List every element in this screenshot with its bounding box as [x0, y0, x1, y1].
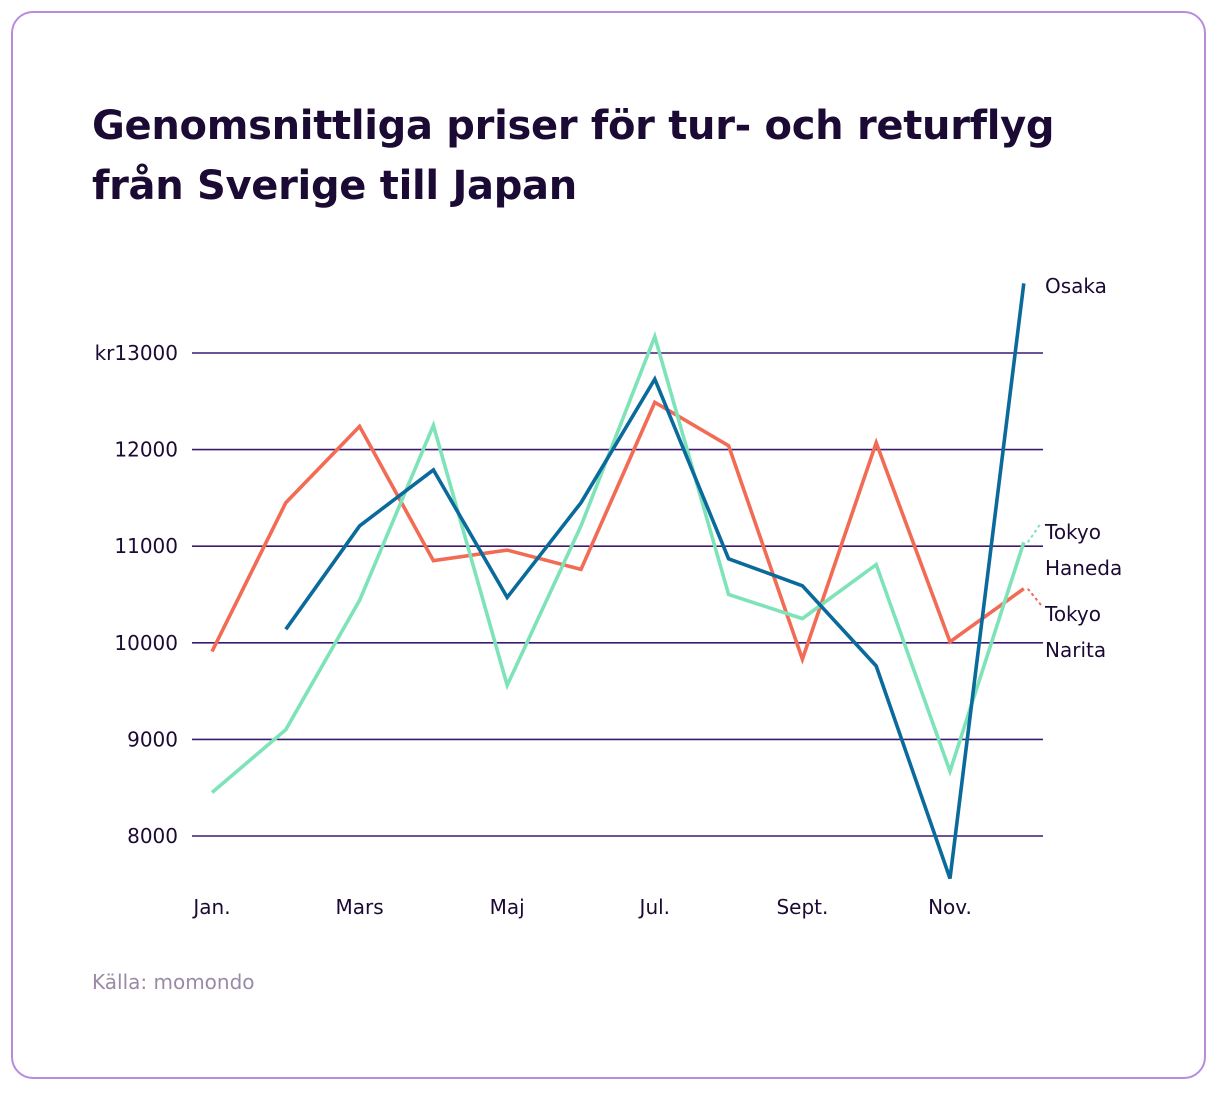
series-line-tokyo-haneda	[210, 330, 1026, 794]
series-label-line: Tokyo	[1044, 602, 1101, 626]
chart-card	[11, 11, 1206, 1079]
y-tick-label-9000: 9000	[127, 727, 178, 751]
source-note: Källa: momondo	[92, 970, 255, 994]
series-label-line: Narita	[1045, 638, 1106, 662]
series-line-osaka	[284, 283, 1026, 880]
x-axis-tick-labels: Jan. Mars Maj Jul. Sept. Nov.	[191, 895, 972, 919]
series-lines	[210, 283, 1026, 880]
chart-title: Genomsnittliga priser för tur- och retur…	[92, 103, 1055, 209]
series-label-line: Haneda	[1045, 556, 1122, 580]
y-axis-tick-labels: 8000 9000 10000 11000 12000 kr13000	[95, 341, 178, 848]
y-tick-label-13000: kr13000	[95, 341, 178, 365]
series-label-leader-tokyo-narita	[1027, 588, 1042, 606]
gridlines	[192, 352, 1043, 837]
x-tick-label-sept: Sept.	[776, 895, 828, 919]
x-tick-label-jan: Jan.	[191, 895, 230, 919]
series-label-osaka: Osaka	[1045, 274, 1107, 298]
y-tick-label-8000: 8000	[127, 824, 178, 848]
series-label-line: Tokyo	[1044, 520, 1101, 544]
series-labels: Osaka Tokyo Haneda Tokyo Narita	[1026, 274, 1122, 662]
y-tick-label-12000: 12000	[114, 438, 178, 462]
series-label-line: Osaka	[1045, 274, 1107, 298]
x-tick-label-maj: Maj	[490, 895, 525, 919]
y-tick-label-11000: 11000	[114, 534, 178, 558]
x-tick-label-nov: Nov.	[928, 895, 972, 919]
series-line-tokyo-narita	[210, 399, 1025, 665]
series-label-leader-tokyo-haneda	[1026, 522, 1042, 543]
series-label-tokyo-narita: Tokyo Narita	[1044, 602, 1106, 662]
x-tick-label-mars: Mars	[336, 895, 384, 919]
series-label-tokyo-haneda: Tokyo Haneda	[1044, 520, 1122, 580]
x-tick-label-jul: Jul.	[638, 895, 671, 919]
y-tick-label-10000: 10000	[114, 631, 178, 655]
